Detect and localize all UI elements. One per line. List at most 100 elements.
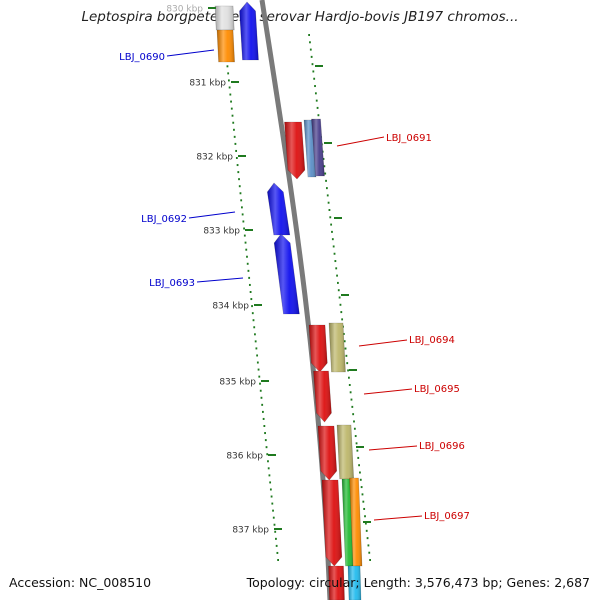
- feature-track: [214, 1, 363, 600]
- feature-lbj_0691[interactable]: [284, 121, 306, 180]
- gene-label-text[interactable]: LBJ_0691: [386, 133, 432, 144]
- skew-dot: [335, 267, 338, 270]
- skew-dot: [362, 500, 365, 503]
- feature-lbj_0690[interactable]: [239, 1, 259, 61]
- feature-red-tail[interactable]: [328, 565, 345, 600]
- skew-dot: [337, 289, 340, 292]
- skew-dot: [262, 417, 265, 420]
- skew-dot: [339, 303, 342, 306]
- skew-dot: [365, 529, 368, 532]
- skew-dot: [268, 474, 271, 477]
- leader-line: [188, 211, 236, 219]
- scale-tick: 833 kbp: [203, 227, 253, 237]
- skew-dot: [263, 425, 266, 427]
- feature-lbj_0696[interactable]: [317, 425, 338, 481]
- tick-label: 832 kbp: [196, 153, 233, 163]
- skew-dot: [312, 70, 315, 73]
- scale-tick: 834 kbp: [212, 302, 262, 312]
- scale-tick: 832 kbp: [196, 153, 246, 163]
- leader-line: [368, 445, 418, 451]
- skew-dot: [266, 453, 269, 456]
- gene-label-text[interactable]: LBJ_0692: [141, 214, 187, 225]
- skew-dot: [233, 128, 235, 131]
- skew-dot: [239, 192, 242, 195]
- feature-cyan[interactable]: [347, 565, 362, 600]
- leader-line: [196, 277, 244, 283]
- scale-tick: 830 kbp: [166, 5, 216, 15]
- skew-dot: [314, 85, 316, 88]
- feature-orange-2[interactable]: [349, 477, 363, 567]
- skew-dot: [271, 502, 274, 505]
- feature-shading: [217, 30, 235, 62]
- leader-line: [358, 339, 408, 347]
- skew-dot: [264, 439, 267, 442]
- skew-dot: [261, 403, 264, 406]
- feature-lbj_0694[interactable]: [308, 324, 328, 373]
- feature-lbj_0697[interactable]: [321, 479, 343, 567]
- skew-dot: [230, 107, 233, 110]
- skew-dot: [325, 179, 327, 182]
- summary-text: Topology: circular; Length: 3,576,473 bp…: [246, 575, 590, 590]
- gene-label-text[interactable]: LBJ_0694: [409, 335, 455, 346]
- skew-dot: [311, 63, 314, 66]
- feature-shading: [348, 566, 362, 600]
- gene-label-lbj_0697[interactable]: LBJ_0697: [373, 511, 470, 522]
- skew-dot: [317, 114, 320, 117]
- skew-dot: [256, 361, 259, 364]
- skew-dot: [364, 515, 366, 518]
- feature-orange[interactable]: [216, 29, 235, 63]
- feature-grey[interactable]: [214, 5, 235, 31]
- skew-dot: [248, 276, 251, 279]
- tick-label: 831 kbp: [189, 79, 226, 89]
- skew-dot: [272, 516, 275, 519]
- gene-label-lbj_0692[interactable]: LBJ_0692: [141, 211, 236, 225]
- skew-dot: [255, 347, 258, 350]
- skew-dot: [369, 559, 371, 561]
- gene-label-lbj_0693[interactable]: LBJ_0693: [149, 277, 244, 289]
- feature-lbj_0692[interactable]: [267, 182, 291, 236]
- skew-dot: [235, 149, 238, 152]
- feature-khaki-1[interactable]: [328, 322, 346, 373]
- skew-dot: [356, 449, 359, 452]
- gene-labels[interactable]: LBJ_0690 LBJ_0691 LBJ_0692 LBJ_0693 LBJ_0694…: [119, 49, 470, 522]
- gene-label-lbj_0695[interactable]: LBJ_0695: [363, 384, 460, 395]
- feature-lbj_0695[interactable]: [313, 370, 332, 423]
- gene-label-text[interactable]: LBJ_0696: [419, 441, 465, 452]
- skew-dot: [265, 446, 268, 449]
- scale-tick: 836 kbp: [226, 452, 276, 462]
- skew-dot: [267, 460, 269, 463]
- skew-dot: [230, 100, 232, 103]
- skew-dot: [262, 410, 264, 413]
- feature-lbj_0693[interactable]: [273, 233, 300, 315]
- skew-dot: [240, 199, 243, 202]
- skew-dot: [237, 171, 240, 174]
- feature-khaki-2[interactable]: [336, 424, 355, 480]
- tick-label: 833 kbp: [203, 227, 240, 237]
- skew-dot: [355, 442, 358, 445]
- gene-label-text[interactable]: LBJ_0695: [414, 384, 460, 395]
- skew-dot: [349, 391, 352, 394]
- tick-label: 834 kbp: [212, 302, 249, 312]
- skew-dot: [331, 238, 334, 241]
- gene-label-text[interactable]: LBJ_0697: [424, 511, 470, 522]
- gc-skew-dots-right: [308, 34, 371, 561]
- gene-label-text[interactable]: LBJ_0690: [119, 52, 165, 63]
- gene-label-lbj_0691[interactable]: LBJ_0691: [336, 133, 432, 147]
- feature-darkslate[interactable]: [311, 118, 325, 177]
- map-title: Leptospira borgpetersenii serovar Hardjo…: [81, 9, 519, 25]
- skew-dot: [238, 185, 241, 188]
- gene-label-text[interactable]: LBJ_0693: [149, 278, 195, 289]
- skew-dot: [254, 340, 257, 343]
- skew-dot: [277, 559, 279, 561]
- skew-dot: [310, 55, 313, 58]
- skew-dot: [358, 464, 360, 467]
- feature-shading: [313, 371, 332, 422]
- gene-label-lbj_0694[interactable]: LBJ_0694: [358, 335, 455, 347]
- skew-dot: [229, 93, 232, 96]
- gene-label-lbj_0690[interactable]: LBJ_0690: [119, 49, 215, 63]
- gene-label-lbj_0696[interactable]: LBJ_0696: [368, 441, 465, 452]
- skew-dot: [333, 252, 336, 255]
- skew-dot: [327, 201, 330, 204]
- skew-dot: [326, 194, 329, 197]
